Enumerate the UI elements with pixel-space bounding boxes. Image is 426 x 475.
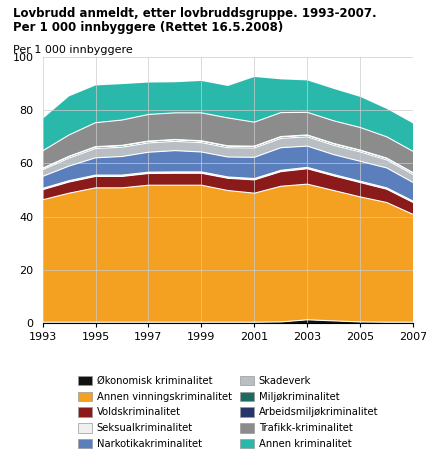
Legend: Økonomisk kriminalitet, Annen vinningskriminalitet, Voldskriminalitet, Seksualkr: Økonomisk kriminalitet, Annen vinningskr… — [78, 376, 378, 449]
Text: Per 1 000 innbyggere (Rettet 16.5.2008): Per 1 000 innbyggere (Rettet 16.5.2008) — [13, 21, 283, 34]
Text: Per 1 000 innbyggere: Per 1 000 innbyggere — [13, 45, 132, 55]
Text: Lovbrudd anmeldt, etter lovbruddsgruppe. 1993-2007.: Lovbrudd anmeldt, etter lovbruddsgruppe.… — [13, 7, 377, 20]
